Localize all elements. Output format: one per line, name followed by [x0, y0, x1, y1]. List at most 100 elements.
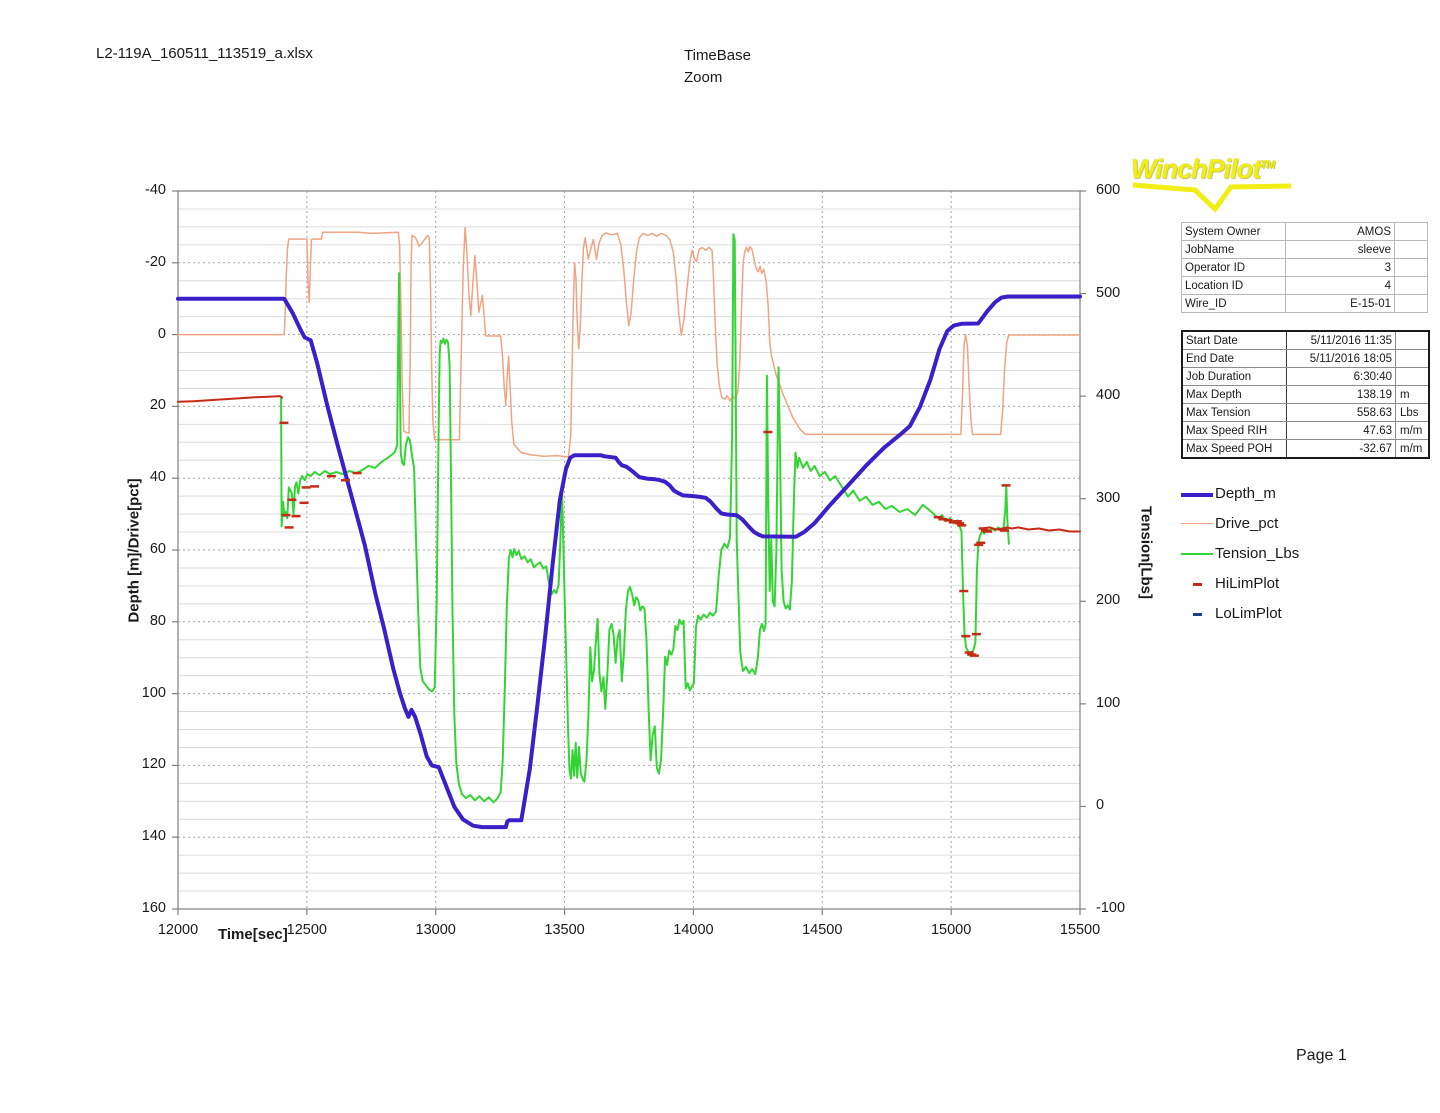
left-axis-label-100: 100 [141, 684, 166, 701]
left-axis-label--40: -40 [145, 182, 166, 198]
info-row-operator-id: Operator ID 3 [1181, 258, 1428, 277]
series-HiLimPlot_right_segment [981, 526, 1081, 533]
info-row-job-duration: Job Duration 6:30:40 [1181, 367, 1430, 386]
x-axis-label-14000: 14000 [673, 922, 714, 938]
info-label: Start Date [1181, 330, 1287, 350]
right-axis-label-500: 500 [1096, 284, 1121, 301]
info-row-max-speed-poh: Max Speed POH -32.67 m/m [1181, 439, 1430, 459]
legend-label-Drive_pct: Drive_pct [1215, 514, 1279, 532]
logo-swoosh [1132, 182, 1292, 213]
legend-swatch-Tension_Lbs [1181, 538, 1213, 568]
x-axis-label-15000: 15000 [930, 922, 972, 938]
legend-item-Drive_pct: Drive_pct [1181, 508, 1351, 538]
winchpilot-logo-text: WinchPilotTM [1131, 154, 1275, 184]
info-row-wire_id: Wire_ID E-15-01 [1181, 294, 1428, 313]
info-value: 5/11/2016 18:05 [1286, 349, 1396, 368]
left-axis-label-80: 80 [149, 612, 166, 629]
legend-swatch-LoLimPlot [1181, 598, 1213, 628]
legend-swatch-HiLimPlot [1181, 568, 1213, 598]
left-axis-label-0: 0 [157, 325, 166, 342]
info-unit [1395, 367, 1430, 386]
info-unit [1394, 222, 1428, 241]
info-value: 5/11/2016 11:35 [1286, 330, 1396, 350]
info-value: 6:30:40 [1286, 367, 1396, 386]
legend-item-Tension_Lbs: Tension_Lbs [1181, 538, 1351, 568]
x-axis-label-14500: 14500 [802, 922, 843, 938]
info-row-start-date: Start Date 5/11/2016 11:35 [1181, 330, 1430, 350]
legend-label-HiLimPlot: HiLimPlot [1215, 574, 1280, 592]
info-unit: m/m [1395, 421, 1430, 440]
right-axis-label-600: 600 [1096, 182, 1121, 198]
legend-label-Tension_Lbs: Tension_Lbs [1215, 544, 1300, 562]
legend-swatch-Depth_m [1181, 478, 1213, 508]
info-label: Max Speed RIH [1181, 421, 1287, 440]
info-label: System Owner [1181, 222, 1286, 241]
right-axis-label-100: 100 [1096, 694, 1121, 711]
right-axis-label-300: 300 [1096, 489, 1121, 506]
info-unit [1395, 349, 1430, 368]
info-label: Job Duration [1181, 367, 1287, 386]
legend-item-HiLimPlot: HiLimPlot [1181, 568, 1351, 598]
info-row-jobname: JobName sleeve [1181, 240, 1428, 259]
winchpilot-logo: WinchPilotTM [1131, 154, 1331, 214]
chart-legend: Depth_m Drive_pct Tension_Lbs HiLimPlot LoLi… [1181, 478, 1351, 628]
info-label: Operator ID [1181, 258, 1286, 277]
legend-swatch-Drive_pct [1181, 508, 1213, 538]
x-axis-title: Time[sec] [218, 926, 288, 943]
left-axis-label-40: 40 [149, 469, 166, 486]
series-Tension_Lbs [280, 233, 1010, 804]
info-value: E-15-01 [1285, 294, 1395, 313]
right-axis-label-400: 400 [1096, 387, 1121, 404]
page-number: Page 1 [1296, 1047, 1347, 1064]
chart-title: TimeBase Zoom [684, 45, 751, 89]
info-label: End Date [1181, 349, 1287, 368]
left-axis-label-120: 120 [141, 756, 166, 773]
legend-label-LoLimPlot: LoLimPlot [1215, 604, 1282, 622]
right-axis-label-200: 200 [1096, 592, 1121, 609]
info-label: Max Depth [1181, 385, 1287, 404]
info-label: Location ID [1181, 276, 1286, 295]
legend-item-Depth_m: Depth_m [1181, 478, 1351, 508]
info-unit [1394, 294, 1428, 313]
info-label: Max Speed POH [1181, 439, 1287, 459]
left-axis-label--20: -20 [145, 253, 166, 270]
chart-title-line1: TimeBase [684, 47, 751, 64]
x-axis-label-12500: 12500 [286, 922, 327, 938]
info-unit [1394, 258, 1428, 277]
info-unit: Lbs [1395, 403, 1430, 422]
info-unit [1395, 330, 1430, 350]
chart-title-line2: Zoom [684, 69, 723, 86]
info-value: AMOS [1285, 222, 1395, 241]
job-info-table-bottom: Start Date 5/11/2016 11:35 End Date 5/11/20… [1181, 330, 1430, 459]
x-axis-label-13000: 13000 [415, 922, 456, 938]
info-unit [1394, 276, 1428, 295]
right-axis-label-0: 0 [1096, 797, 1105, 814]
legend-label-Depth_m: Depth_m [1215, 484, 1276, 502]
info-label: JobName [1181, 240, 1286, 259]
job-info-table: System Owner AMOS JobName sleeve Operator ID… [1181, 222, 1430, 459]
right-axis-title: Tension[Lbs] [1137, 505, 1155, 600]
file-title: L2-119A_160511_113519_a.xlsx [96, 45, 313, 62]
info-label: Wire_ID [1181, 294, 1286, 313]
job-info-table-top: System Owner AMOS JobName sleeve Operator ID… [1181, 222, 1428, 313]
left-axis-label-140: 140 [141, 828, 166, 845]
left-axis-label-20: 20 [149, 397, 166, 414]
legend-item-LoLimPlot: LoLimPlot [1181, 598, 1351, 628]
info-row-system-owner: System Owner AMOS [1181, 222, 1428, 241]
info-value: 558.63 [1286, 403, 1396, 422]
info-unit: m/m [1395, 439, 1430, 459]
info-row-location-id: Location ID 4 [1181, 276, 1428, 295]
x-axis-label-15500: 15500 [1059, 922, 1101, 938]
series-HiLimPlot_left_segment [177, 395, 284, 403]
info-value: sleeve [1285, 240, 1395, 259]
info-label: Max Tension [1181, 403, 1287, 422]
info-value: -32.67 [1286, 439, 1396, 459]
info-value: 3 [1285, 258, 1395, 277]
x-axis-label-12000: 12000 [157, 922, 199, 938]
info-row-max-tension: Max Tension 558.63 Lbs [1181, 403, 1430, 422]
info-unit [1394, 240, 1428, 259]
left-axis-label-160: 160 [141, 900, 166, 916]
info-row-max-depth: Max Depth 138.19 m [1181, 385, 1430, 404]
